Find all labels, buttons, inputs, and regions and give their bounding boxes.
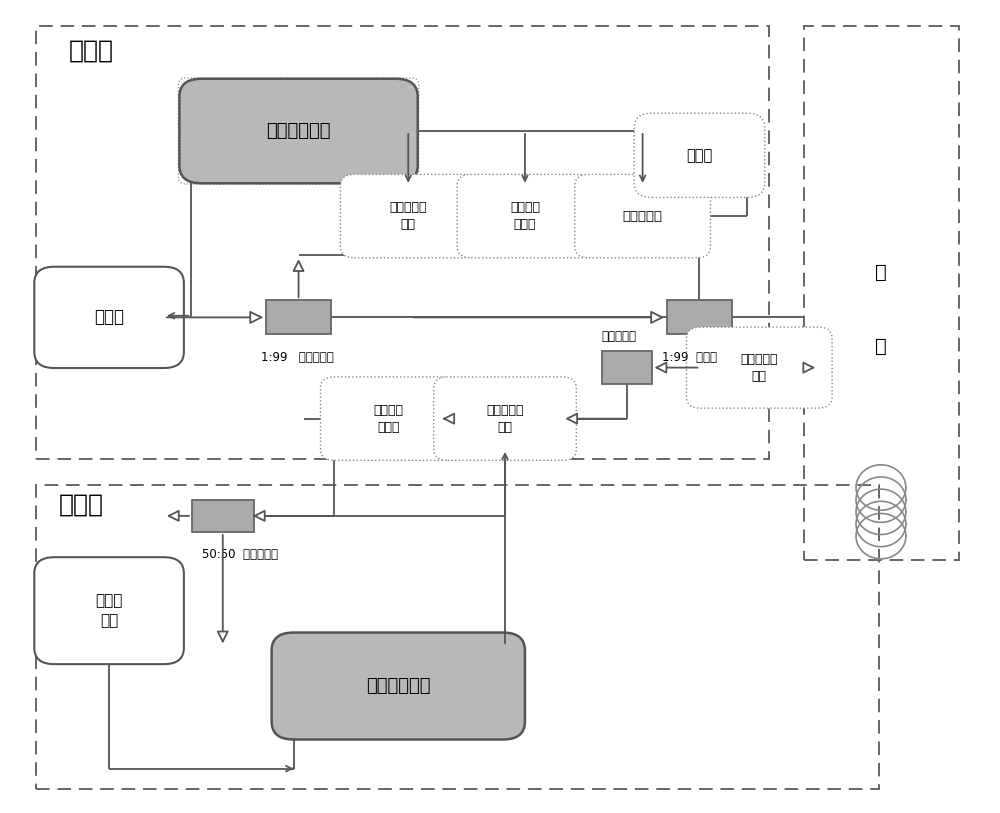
Text: 1:99   第一分束器: 1:99 第一分束器 bbox=[261, 350, 334, 363]
Text: 偏振分束器: 偏振分束器 bbox=[602, 330, 637, 343]
Text: 第二相位调
制器: 第二相位调 制器 bbox=[486, 403, 524, 433]
FancyBboxPatch shape bbox=[634, 113, 765, 198]
Text: 发送端控制器: 发送端控制器 bbox=[266, 122, 331, 140]
FancyBboxPatch shape bbox=[34, 557, 184, 664]
Bar bbox=[192, 500, 254, 532]
Text: 1:99  耦合器: 1:99 耦合器 bbox=[662, 350, 717, 363]
Text: 相干检
测器: 相干检 测器 bbox=[95, 593, 123, 628]
Bar bbox=[266, 300, 331, 334]
Bar bbox=[602, 351, 652, 384]
Text: 第一相位
调制器: 第一相位 调制器 bbox=[510, 201, 540, 231]
Text: 偏振动态控
制器: 偏振动态控 制器 bbox=[741, 353, 778, 383]
FancyBboxPatch shape bbox=[575, 174, 710, 258]
Bar bbox=[667, 300, 732, 334]
Text: 信

道: 信 道 bbox=[875, 263, 887, 356]
Text: 50:50  第二分束器: 50:50 第二分束器 bbox=[202, 548, 278, 561]
FancyBboxPatch shape bbox=[340, 174, 476, 258]
FancyBboxPatch shape bbox=[34, 267, 184, 368]
Text: 接收端控制器: 接收端控制器 bbox=[366, 677, 431, 695]
FancyBboxPatch shape bbox=[179, 79, 418, 183]
FancyBboxPatch shape bbox=[434, 377, 576, 460]
FancyBboxPatch shape bbox=[320, 377, 456, 460]
Text: 激光器: 激光器 bbox=[94, 308, 124, 326]
FancyBboxPatch shape bbox=[686, 327, 832, 408]
Text: 第二偏振
控制器: 第二偏振 控制器 bbox=[373, 403, 403, 433]
FancyBboxPatch shape bbox=[457, 174, 593, 258]
Text: 衰减器: 衰减器 bbox=[686, 148, 713, 163]
Text: 发送端: 发送端 bbox=[69, 39, 114, 63]
Text: 第一偏振控
制器: 第一偏振控 制器 bbox=[390, 201, 427, 231]
FancyBboxPatch shape bbox=[272, 633, 525, 740]
Text: 相位调制器: 相位调制器 bbox=[623, 210, 663, 223]
Text: 接收端: 接收端 bbox=[59, 493, 104, 517]
